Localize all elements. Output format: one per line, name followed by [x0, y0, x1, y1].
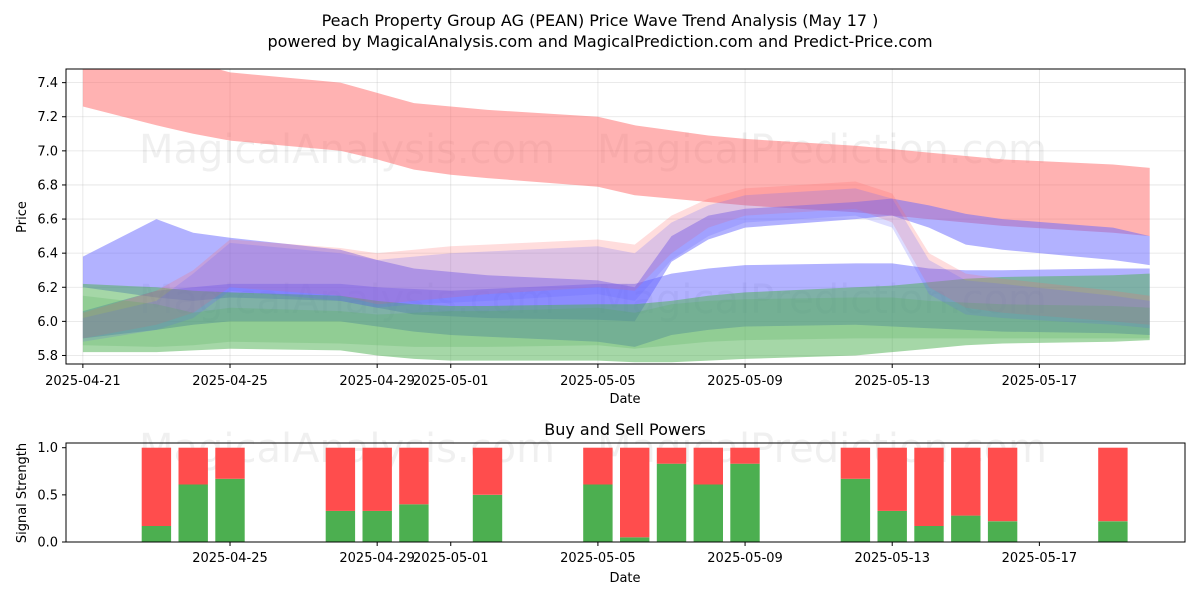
sell-power-bar [362, 447, 392, 511]
power-y-ticks: 0.0 0.5 1.0 [37, 441, 66, 551]
power-x-tick-label: 2025-05-01 [413, 551, 489, 566]
price-y-tick-label: 6.4 [37, 247, 58, 262]
buy-power-bar [178, 484, 208, 542]
buy-power-bar [620, 537, 650, 542]
buy-power-bar [987, 521, 1018, 542]
sell-power-bar [141, 447, 172, 526]
sell-power-bar [620, 447, 650, 538]
power-x-axis-label: Date [609, 571, 640, 586]
price-x-tick-label: 2025-05-09 [707, 374, 783, 389]
sell-power-bar [325, 447, 356, 511]
power-chart: Buy and Sell Powers MagicalAnalysis.com … [15, 420, 1186, 586]
buy-power-bar [399, 504, 429, 542]
price-x-tick-label: 2025-04-29 [339, 374, 415, 389]
price-x-axis-label: Date [609, 392, 640, 407]
sell-power-bar [914, 447, 944, 526]
price-x-tick-label: 2025-05-05 [560, 374, 636, 389]
wave-band-3 [82, 295, 1150, 349]
price-bands [82, 69, 1150, 363]
sell-power-bar [656, 447, 687, 464]
price-chart: MagicalAnalysis.com MagicalPrediction.co… [15, 68, 1186, 407]
price-y-axis-label: Price [15, 201, 30, 233]
power-y-tick-label: 0.5 [37, 488, 58, 503]
price-y-tick-label: 6.8 [37, 178, 58, 193]
buy-power-bar [951, 515, 981, 542]
buy-power-bar [325, 510, 356, 542]
price-y-ticks: 5.8 6.0 6.2 6.4 6.6 6.8 7.0 7.2 7.4 [37, 76, 66, 364]
sell-power-bar [730, 447, 760, 464]
price-y-tick-label: 7.4 [37, 76, 58, 91]
sell-power-bar [877, 447, 907, 511]
buy-power-bar [1098, 521, 1128, 542]
wave-band-2 [82, 188, 1150, 342]
buy-power-bar [693, 484, 723, 542]
buy-power-bar [656, 463, 687, 542]
chart-title: Peach Property Group AG (PEAN) Price Wav… [322, 11, 879, 30]
sell-power-bar [178, 447, 208, 485]
price-x-tick-label: 2025-05-13 [854, 374, 930, 389]
price-y-tick-label: 7.2 [37, 110, 58, 125]
power-chart-title: Buy and Sell Powers [544, 420, 706, 439]
power-x-tick-label: 2025-05-17 [1002, 551, 1078, 566]
buy-power-bar [730, 463, 760, 542]
wave-band-1 [82, 181, 1150, 339]
price-x-tick-label: 2025-04-25 [192, 374, 268, 389]
buy-power-bar [362, 510, 392, 542]
sell-power-bar [840, 447, 871, 479]
power-plot-frame [65, 442, 1186, 543]
price-y-tick-label: 7.0 [37, 144, 58, 159]
buy-power-bar [877, 510, 907, 542]
buy-power-bar [215, 478, 245, 542]
price-x-tick-label: 2025-05-17 [1002, 374, 1078, 389]
sell-power-bar [693, 447, 723, 485]
power-x-tick-label: 2025-05-05 [560, 551, 636, 566]
power-x-tick-label: 2025-04-25 [192, 551, 268, 566]
price-y-tick-label: 6.0 [37, 315, 58, 330]
power-y-axis-label: Signal Strength [15, 443, 30, 543]
power-x-tick-label: 2025-05-13 [854, 551, 930, 566]
buy-power-bar [141, 526, 172, 542]
power-y-tick-label: 1.0 [37, 441, 58, 456]
price-y-tick-label: 6.6 [37, 213, 58, 228]
buy-power-bar [583, 484, 613, 542]
sell-power-bar [399, 447, 429, 505]
power-x-tick-label: 2025-04-29 [339, 551, 415, 566]
sell-power-bar [583, 447, 613, 485]
buy-power-bar [914, 526, 944, 542]
sell-power-bar [1098, 447, 1128, 522]
price-x-ticks: 2025-04-21 2025-04-25 2025-04-292025-05-01… [45, 364, 1077, 389]
price-y-tick-label: 6.2 [37, 281, 58, 296]
price-x-tick-label: 2025-04-21 [45, 374, 121, 389]
sell-power-bar [987, 447, 1018, 522]
sell-power-bar [951, 447, 981, 516]
power-bars [141, 447, 1128, 542]
sell-power-bar [215, 447, 245, 479]
buy-power-bar [840, 478, 871, 542]
red-upper-band [82, 69, 1150, 237]
power-y-tick-label: 0.0 [37, 536, 58, 551]
price-y-tick-label: 5.8 [37, 349, 58, 364]
sell-power-bar [472, 447, 503, 495]
buy-power-bar [472, 494, 503, 542]
power-x-tick-label: 2025-05-09 [707, 551, 783, 566]
chart-subtitle: powered by MagicalAnalysis.com and Magic… [267, 32, 932, 51]
price-plot-frame [65, 68, 1186, 365]
green-lower-band [82, 273, 1150, 363]
price-x-tick-label: 2025-05-01 [413, 374, 489, 389]
